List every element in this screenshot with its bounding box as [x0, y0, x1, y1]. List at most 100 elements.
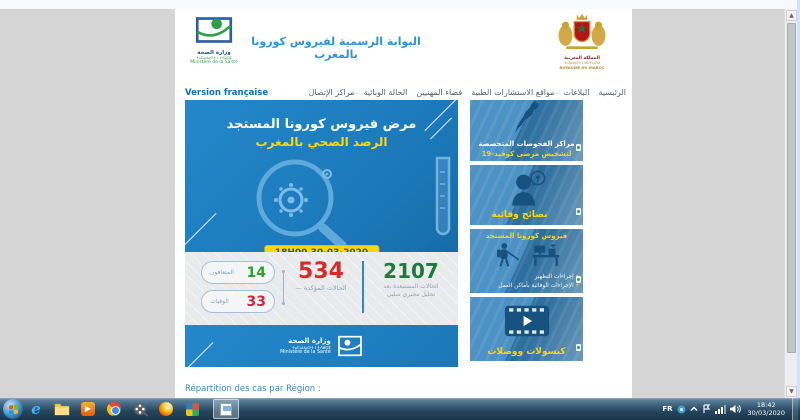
kingdom-name-tifinagh: ⵜⴰⴳⵍⴷⵉⵜ ⵏ ⵍⵎⵖⵔⵉⴱ [563, 61, 601, 65]
scroll-down-arrow[interactable]: ▼ [786, 386, 797, 397]
media-player-icon: ▶ [81, 402, 95, 416]
nav-item-home[interactable]: الرئيسية [598, 88, 626, 97]
version-francaise-link[interactable]: Version française [185, 87, 269, 98]
card-mini-logo [576, 144, 581, 151]
card-mini-logo [576, 208, 581, 215]
network-icon[interactable] [714, 404, 726, 414]
system-tray: FR 18:42 30/03/2020 [662, 398, 800, 420]
excluded-stat: 2107 الحالات المستبعدة بعد تحليل مخبري س… [368, 260, 454, 298]
card3-title: فيروس كورونا المستجد [485, 232, 568, 240]
footer-ministry-fr: Ministère de la Santé [280, 350, 331, 355]
photos-icon [185, 402, 199, 416]
chrome-icon [107, 402, 121, 416]
recovered-label: المتعافون [210, 269, 234, 276]
film-video-icon [504, 305, 549, 337]
card3-bullet-workplace-measures[interactable]: الإجراءات الوقائية بأماكن العمل [477, 283, 579, 289]
confirmed-value: 534 [298, 259, 344, 284]
internet-explorer-icon: e [31, 400, 41, 418]
statistics-panel: المتعافون 14 الوفيات 33 534 الحالات المؤ… [185, 252, 458, 325]
volume-icon[interactable] [729, 404, 741, 414]
card3-bullet-disinfection[interactable]: إجراءات التطهير [477, 274, 579, 280]
excluded-label-line1: الحالات المستبعدة بعد [383, 283, 439, 290]
ministry-logo-icon [195, 17, 233, 43]
main-banner: مرض فيروس كورونا المستجد الرصد الصحي بال… [183, 97, 458, 261]
page-title: البوابة الرسمية لفيروس كورونا بالمغرب [251, 35, 421, 61]
clock-time: 18:42 [756, 401, 776, 409]
card2-title: نصائح وقائية [491, 210, 548, 220]
movie-maker-button[interactable] [127, 398, 153, 420]
show-desktop-button[interactable] [792, 398, 798, 420]
document-app-icon [220, 402, 232, 416]
banner-title: مرض فيروس كورونا المستجد [226, 117, 417, 132]
show-hidden-icons-caret[interactable] [690, 405, 698, 413]
stats-divider [362, 261, 364, 313]
recovered-stat: المتعافون 14 [201, 261, 275, 284]
footer-ministry-tifinagh: ⵜⴰⵎⴰⵡⴰⵙⵜ ⵏ ⵜⴷⵓⵙⵉ [291, 345, 331, 350]
language-indicator[interactable]: FR [662, 405, 673, 413]
open-app-button[interactable] [213, 399, 239, 419]
confirmed-label: الحالات المؤكدة — [295, 284, 347, 292]
card1-line2: لتشخيص مرضى كوفيد-19 [481, 150, 572, 158]
card-video-capsules[interactable]: كبسولات ووصلات [470, 297, 583, 361]
nav-item-announcements[interactable]: البلاغات [563, 88, 590, 97]
magnifier-virus-icon [256, 159, 347, 250]
card4-title: كبسولات ووصلات [487, 347, 566, 357]
internet-explorer-button[interactable]: e [23, 398, 49, 420]
card-preventive-advice[interactable]: نصائح وقائية [470, 165, 583, 225]
kingdom-name-fr: ROYAUME DU MAROC [559, 65, 605, 70]
firefox-icon [159, 402, 173, 416]
footer-ministry-ar: وزارة الصحة [288, 337, 331, 345]
folder-icon [54, 403, 70, 415]
confirmed-stat: 534 الحالات المؤكدة — [285, 259, 357, 293]
nav-item-epidemiological-situation[interactable]: الحالة الوبائية [363, 88, 408, 97]
stats-connector [279, 270, 285, 305]
deaths-stat: الوفيات 33 [201, 290, 275, 313]
workplace-desk-icon [532, 243, 559, 267]
deaths-value: 33 [246, 293, 266, 310]
card1-line1: مراكز الفحوصات المتخصصة [478, 140, 575, 148]
banner-footer-bar: وزارة الصحة ⵜⴰⵎⴰⵡⴰⵙⵜ ⵏ ⵜⴷⵓⵙⵉ Ministère d… [184, 325, 458, 371]
action-center-flag-icon[interactable] [702, 404, 711, 414]
tray-app-icon[interactable] [676, 404, 686, 414]
banner-deco-line [183, 212, 217, 247]
ministry-of-health-logo: وزارة الصحة ⵜⴰⵎⴰⵡⴰⵙⵜ ⵏ ⵜⴷⵓⵙⵉ Ministère d… [183, 15, 245, 65]
nav-item-medical-consultation-sites[interactable]: مواقع الاستشارات الطبية [471, 88, 555, 97]
kingdom-name-ar: المملكة المغربية [564, 56, 600, 61]
coat-of-arms-icon [558, 13, 606, 49]
card-covid-test-centers[interactable]: مراكز الفحوصات المتخصصة لتشخيص مرضى كوفي… [470, 100, 583, 161]
window-right-border [797, 0, 800, 398]
nav-item-professionals-space[interactable]: فضاء المهنيين [416, 88, 463, 97]
morocco-map-icon [514, 101, 539, 133]
chrome-button[interactable] [101, 398, 127, 420]
film-reel-icon [133, 402, 148, 417]
taskbar-clock[interactable]: 18:42 30/03/2020 [745, 401, 788, 417]
nav-item-contact-centers[interactable]: مراكز الإتصال [308, 88, 355, 97]
test-tube-icon [435, 156, 451, 236]
browser-top-strip [0, 0, 800, 9]
deaths-label: الوفيات [210, 298, 229, 305]
firefox-button[interactable] [153, 398, 179, 420]
recovered-value: 14 [246, 264, 266, 281]
ministry-name-ar: وزارة الصحة [197, 50, 231, 56]
disinfection-sprayer-icon [496, 243, 519, 267]
excluded-value: 2107 [383, 259, 439, 283]
file-explorer-button[interactable] [49, 398, 75, 420]
card-coronavirus-procedures[interactable]: فيروس كورونا المستجد [470, 229, 583, 293]
start-button[interactable] [3, 399, 23, 419]
photos-button[interactable] [179, 398, 205, 420]
scroll-up-arrow[interactable]: ▲ [786, 10, 797, 21]
person-advice-icon [511, 170, 545, 206]
card-mini-logo [576, 344, 581, 351]
footer-ministry-icon [337, 335, 362, 357]
scrollbar-thumb[interactable] [787, 23, 796, 353]
excluded-label-line2: تحليل مخبري سلبي [386, 290, 436, 298]
footer-ministry-text: وزارة الصحة ⵜⴰⵎⴰⵡⴰⵙⵜ ⵏ ⵜⴷⵓⵙⵉ Ministère d… [280, 337, 331, 355]
nav-menu: الرئيسية البلاغات مواقع الاستشارات الطبي… [309, 88, 626, 97]
vertical-scrollbar[interactable]: ▲ ▼ [784, 9, 797, 398]
region-distribution-heading: Répartition des cas par Région : [185, 384, 321, 394]
covid-portal-page: وزارة الصحة ⵜⴰⵎⴰⵡⴰⵙⵜ ⵏ ⵜⴷⵓⵙⵉ Ministère d… [175, 9, 632, 398]
card-mini-logo [576, 276, 581, 283]
media-player-button[interactable]: ▶ [75, 398, 101, 420]
morocco-coat-of-arms: المملكة المغربية ⵜⴰⴳⵍⴷⵉⵜ ⵏ ⵍⵎⵖⵔⵉⴱ ROYAUM… [546, 12, 618, 70]
